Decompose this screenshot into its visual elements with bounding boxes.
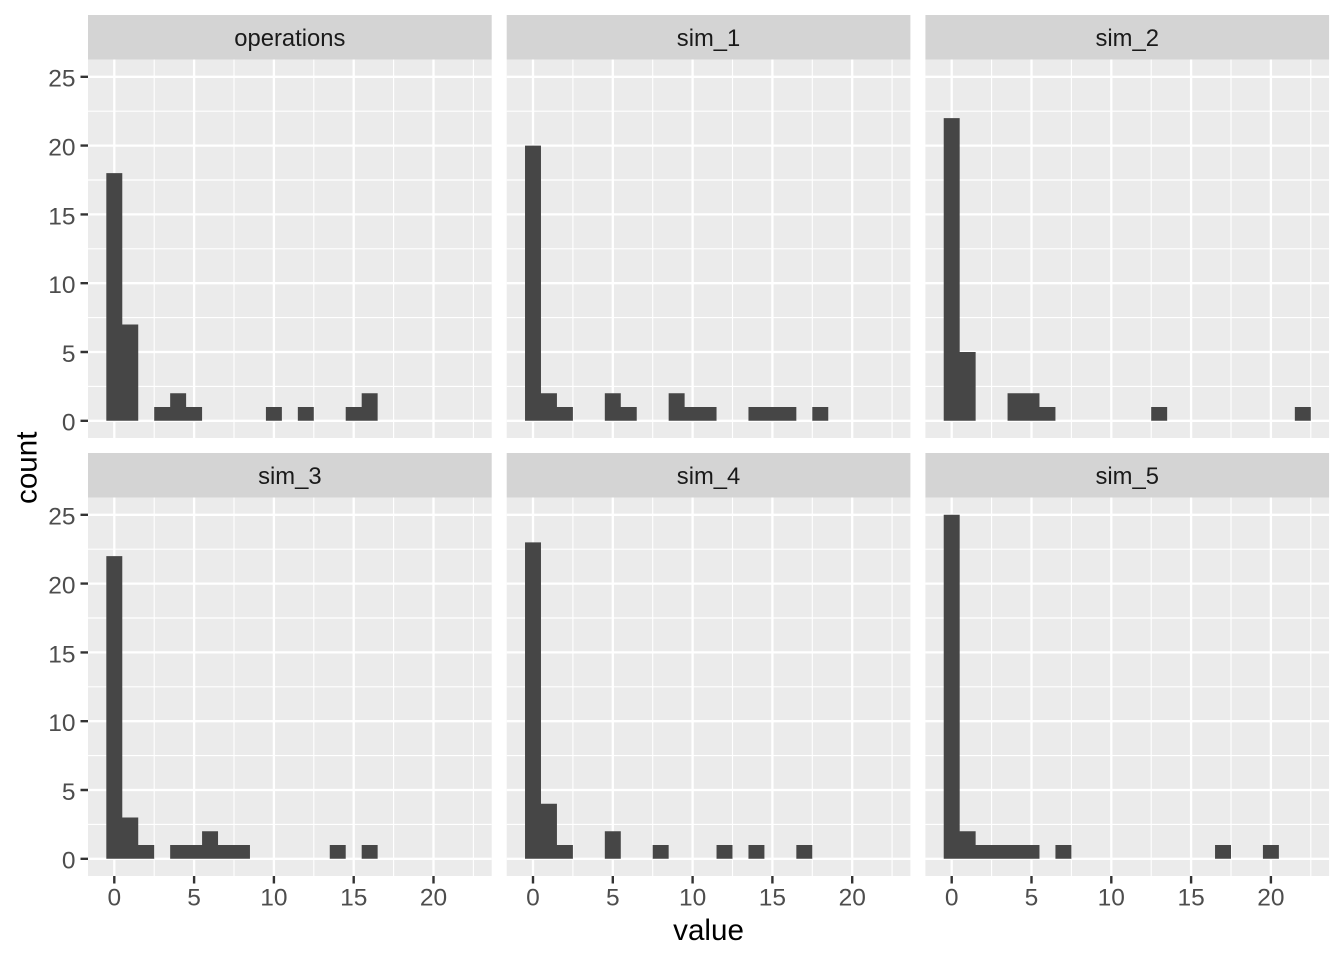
svg-text:sim_2: sim_2: [1096, 25, 1159, 52]
svg-text:10: 10: [48, 710, 75, 737]
svg-text:15: 15: [48, 641, 75, 668]
svg-text:20: 20: [1257, 885, 1284, 912]
svg-text:10: 10: [679, 885, 706, 912]
svg-text:sim_3: sim_3: [258, 463, 321, 490]
svg-text:count: count: [11, 432, 44, 504]
svg-text:sim_4: sim_4: [677, 463, 740, 490]
svg-text:sim_1: sim_1: [677, 25, 740, 52]
svg-text:5: 5: [62, 779, 76, 806]
svg-text:20: 20: [839, 885, 866, 912]
svg-text:15: 15: [340, 885, 367, 912]
svg-text:20: 20: [48, 135, 75, 162]
svg-text:10: 10: [1098, 885, 1125, 912]
svg-text:0: 0: [945, 885, 959, 912]
svg-text:10: 10: [48, 272, 75, 299]
svg-text:10: 10: [260, 885, 287, 912]
svg-text:operations: operations: [234, 25, 345, 52]
svg-text:5: 5: [187, 885, 201, 912]
svg-text:value: value: [673, 914, 744, 947]
svg-text:5: 5: [1025, 885, 1039, 912]
svg-text:15: 15: [1177, 885, 1204, 912]
svg-text:15: 15: [48, 203, 75, 230]
svg-text:20: 20: [420, 885, 447, 912]
svg-text:0: 0: [526, 885, 540, 912]
svg-text:sim_5: sim_5: [1096, 463, 1159, 490]
svg-text:20: 20: [48, 573, 75, 600]
svg-text:25: 25: [48, 66, 75, 93]
svg-text:0: 0: [107, 885, 121, 912]
svg-text:5: 5: [606, 885, 620, 912]
svg-text:5: 5: [62, 341, 76, 368]
svg-text:0: 0: [62, 848, 76, 875]
svg-text:15: 15: [759, 885, 786, 912]
svg-text:0: 0: [62, 410, 76, 437]
svg-text:25: 25: [48, 504, 75, 531]
